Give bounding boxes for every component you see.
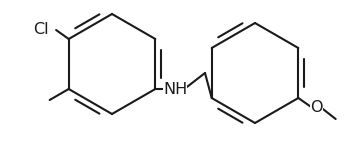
- Text: NH: NH: [163, 81, 187, 96]
- Text: O: O: [310, 101, 323, 116]
- Text: Cl: Cl: [33, 22, 49, 37]
